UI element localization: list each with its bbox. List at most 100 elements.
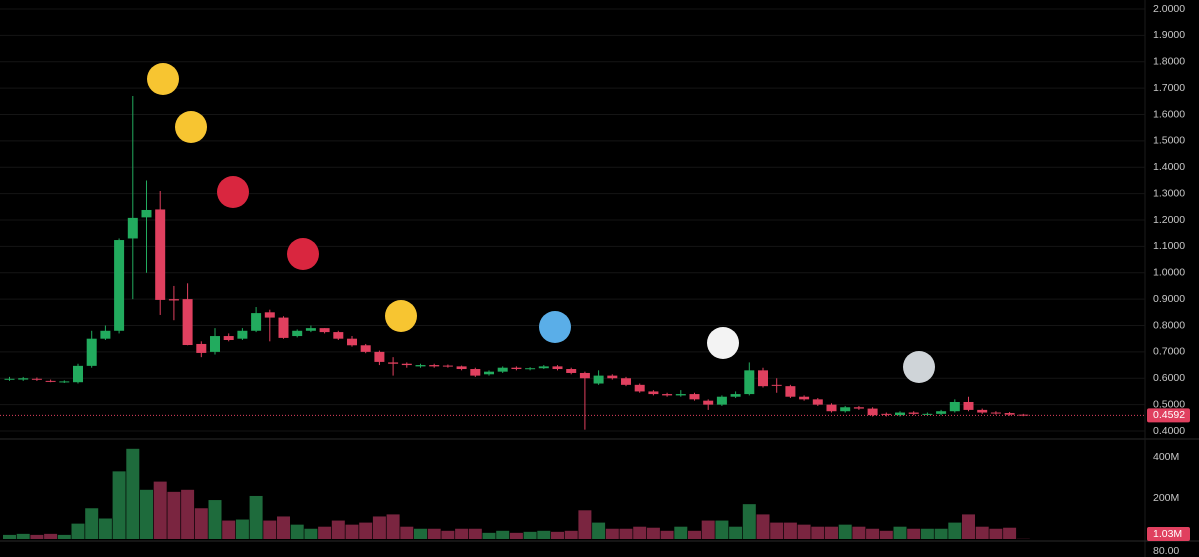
candle-body (73, 365, 83, 383)
candle-body (292, 330, 303, 337)
candle-body (744, 370, 755, 395)
emoji-icon (903, 351, 935, 383)
volume-bar (318, 526, 332, 539)
volume-bar (16, 533, 30, 539)
volume-bar (98, 518, 112, 539)
volume-bar (496, 530, 510, 539)
volume-tick-label: 200M (1153, 492, 1179, 504)
emoji-icon (385, 300, 417, 332)
volume-bar (386, 514, 400, 539)
volume-bar (646, 527, 660, 539)
candle-body (86, 338, 97, 366)
volume-bar (674, 526, 688, 539)
candle-body (442, 365, 453, 367)
volume-bar (71, 523, 85, 539)
volume-bar (605, 528, 619, 539)
candle-body (305, 328, 316, 331)
candle-body (634, 384, 645, 392)
volume-bar (455, 528, 469, 539)
volume-bar (523, 531, 537, 539)
volume-bar (701, 520, 715, 539)
volume-bar (331, 520, 345, 539)
y-tick-label: 1.0000 (1153, 267, 1185, 279)
volume-bar (359, 522, 373, 539)
y-tick-label: 1.6000 (1153, 108, 1185, 120)
volume-bar (222, 520, 236, 539)
y-tick-label: 1.4000 (1153, 161, 1185, 173)
candle-body (538, 366, 549, 369)
candle-body (415, 365, 426, 367)
y-tick-label: 1.5000 (1153, 135, 1185, 147)
volume-bar (564, 530, 578, 539)
volume-bar (537, 530, 551, 539)
emoji-reactions (147, 63, 935, 383)
volume-bar (770, 522, 784, 539)
volume-bar (948, 522, 962, 539)
candle-body (456, 366, 467, 370)
volume-bar (879, 530, 893, 539)
candle-body (648, 391, 659, 395)
candle-body (237, 330, 248, 339)
volume-bar (290, 524, 304, 539)
candle-body (401, 363, 412, 366)
candle-body (210, 336, 220, 352)
emoji-icon (175, 111, 207, 143)
candle-body (360, 345, 371, 352)
candle-body (374, 351, 385, 362)
volume-bar (811, 526, 825, 539)
volume-bar (277, 516, 290, 539)
volume-bar (934, 528, 948, 539)
volume-bar (263, 520, 277, 539)
last-price-label: 0.4592 (1153, 409, 1185, 421)
candle-body (31, 378, 42, 380)
candle-body (826, 404, 837, 412)
volume-bar (194, 508, 208, 539)
volume-bar (482, 532, 496, 539)
candle-body (922, 413, 933, 415)
volume-bar (372, 516, 386, 539)
volume-bar (509, 532, 523, 539)
emoji-icon (539, 311, 571, 343)
volume-bar (3, 534, 16, 539)
candle-body (579, 372, 590, 379)
volume-panel (3, 448, 1030, 539)
candle-body (689, 394, 700, 400)
last-price-badge (1147, 408, 1190, 423)
volume-bar (235, 519, 249, 539)
candle-body (155, 209, 166, 300)
candle-body (812, 399, 823, 405)
y-tick-label: 1.7000 (1153, 82, 1185, 94)
volume-bar (619, 528, 633, 539)
candle-body (949, 401, 960, 412)
candle-body (470, 369, 481, 376)
volume-bar (30, 534, 44, 539)
volume-bar (852, 526, 866, 539)
volume-last-badge (1147, 527, 1190, 541)
volume-bar (44, 533, 58, 539)
volume-bar (345, 524, 359, 539)
candle-body (141, 209, 152, 218)
volume-bar (633, 526, 647, 539)
candle-body (552, 366, 563, 370)
candle-body (388, 362, 399, 364)
y-tick-label: 1.1000 (1153, 240, 1185, 252)
volume-bar (729, 526, 743, 539)
candle-body (853, 407, 864, 409)
candle-body (607, 375, 618, 379)
candle-body (114, 240, 125, 331)
volume-bar (962, 514, 975, 539)
volume-bar (208, 500, 222, 539)
volume-bar (249, 495, 263, 539)
emoji-icon (147, 63, 179, 95)
volume-bar (688, 530, 701, 539)
volume-bar (153, 481, 167, 539)
volume-bar (140, 489, 153, 539)
candle-body (278, 317, 289, 338)
y-tick-label: 2.0000 (1153, 3, 1185, 15)
emoji-icon (287, 238, 319, 270)
candle-body (497, 367, 508, 372)
volume-bar (181, 489, 195, 539)
y-tick-label: 0.7000 (1153, 346, 1185, 358)
candle-body (484, 371, 494, 375)
